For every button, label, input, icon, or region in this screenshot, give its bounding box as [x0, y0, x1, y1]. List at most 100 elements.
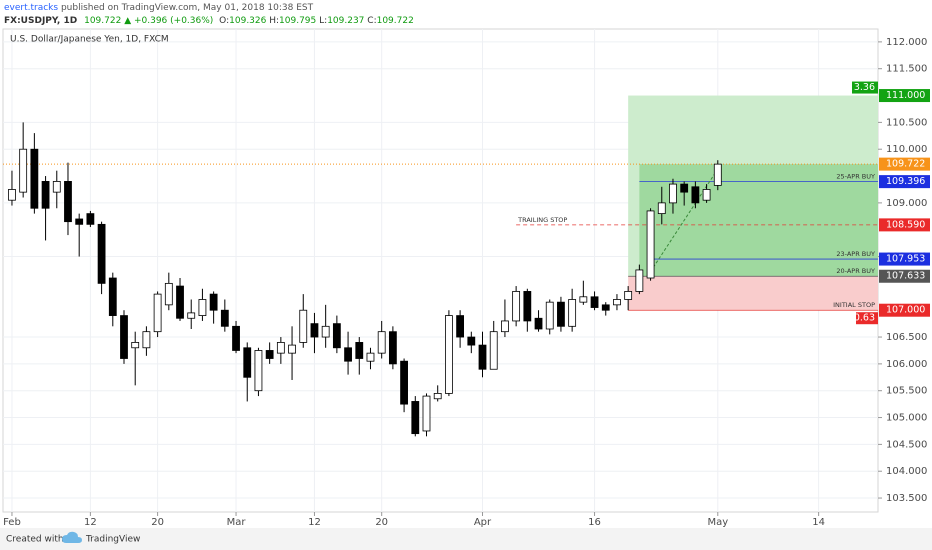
candle-body: [657, 202, 666, 215]
candle-body: [624, 291, 633, 300]
candle-body: [64, 181, 72, 223]
candle-body: [590, 296, 599, 308]
level-label: TRAILING STOP: [517, 216, 567, 224]
candle-body: [97, 223, 106, 284]
candle-body: [646, 210, 655, 279]
y-tick-label: 110.500: [886, 117, 927, 128]
candle-body: [702, 189, 711, 201]
y-tick-label: 103.500: [886, 493, 927, 504]
candle-body: [456, 315, 465, 338]
y-tick-label: 106.500: [886, 332, 927, 343]
plot: 3.36 0.63 25-APR BUY TRAILING STOP 23-APR BU…: [3, 29, 882, 516]
candle-body: [355, 342, 364, 359]
risk-badge: 0.63: [854, 313, 875, 324]
candle-body: [142, 331, 151, 349]
candle-body: [344, 347, 352, 362]
candle-body: [299, 309, 308, 343]
candle-body: [680, 183, 689, 193]
candle-body: [568, 299, 577, 327]
candle-body: [75, 218, 84, 225]
candle-body: [467, 336, 476, 346]
price-badge-label: 107.953: [886, 254, 925, 265]
price-badge: [879, 218, 930, 232]
candle-body: [411, 401, 420, 435]
candle-body: [366, 352, 375, 362]
candle-body: [534, 317, 543, 330]
footer-created: Created with: [6, 535, 64, 545]
x-tick-label: 12: [84, 517, 97, 528]
level-label: INITIAL STOP: [833, 301, 875, 309]
price-badge: [879, 89, 930, 103]
ohlc-value: 109.326: [229, 16, 266, 26]
level-label: 23-APR BUY: [836, 250, 875, 258]
x-tick-label: Feb: [3, 517, 21, 528]
footer-bar: [0, 528, 932, 550]
y-tick-label: 105.500: [886, 386, 927, 397]
candle-body: [187, 312, 196, 319]
candle-body: [19, 148, 28, 193]
risk-zone: [628, 276, 878, 311]
change: ▲ +0.396 (+0.36%): [124, 16, 213, 26]
candle-body: [209, 293, 218, 311]
header-line-1: evert.tracks published on TradingView.co…: [4, 3, 314, 13]
price-badge: [879, 175, 930, 189]
price-badge-label: 107.633: [886, 271, 925, 282]
candle-body: [243, 347, 252, 378]
candle-body: [501, 320, 509, 333]
candle-body: [108, 277, 117, 316]
price-badge: [879, 252, 930, 266]
reward-badge: 3.36: [854, 82, 875, 93]
author[interactable]: evert.tracks: [4, 3, 58, 13]
candle-body: [310, 323, 319, 338]
candle-body: [579, 296, 588, 303]
candle-body: [332, 323, 341, 349]
candle-body: [176, 285, 184, 319]
price-badge-label: 107.000: [886, 305, 925, 316]
footer-brand[interactable]: TradingView: [85, 535, 140, 545]
y-tick-label: 110.000: [886, 144, 927, 155]
x-tick-label: Apr: [474, 517, 492, 528]
tv-logo: [62, 531, 82, 543]
ohlc-label: O:: [219, 16, 229, 26]
y-tick-label: 105.000: [886, 413, 927, 424]
y-tick-label: 104.000: [886, 466, 927, 477]
ohlc-label: L:: [319, 16, 327, 26]
candle-body: [120, 315, 128, 359]
candle-body: [377, 331, 386, 354]
candle-body: [388, 331, 397, 365]
y-tick-label: 104.500: [886, 439, 927, 450]
candle-body: [512, 291, 521, 322]
x-tick-label: 20: [375, 517, 388, 528]
candle-body: [478, 344, 487, 370]
candle-body: [276, 342, 285, 354]
candle-body: [523, 291, 532, 322]
candle-body: [691, 186, 700, 204]
y-tick-label: 111.500: [886, 64, 927, 75]
candle-body: [400, 360, 408, 405]
y-tick-label: 109.000: [886, 198, 927, 209]
candle-body: [669, 183, 677, 204]
reward-filled: [639, 164, 878, 277]
header-line-2: FX:USDJPY, 1D 109.722 ▲ +0.396 (+0.36%) …: [4, 16, 414, 26]
candle-body: [433, 392, 442, 400]
risk-badge-bg: [856, 312, 878, 325]
candle-body: [489, 331, 498, 370]
candle-body: [613, 299, 621, 306]
candle-body: [41, 181, 50, 209]
y-tick-label: 106.000: [886, 359, 927, 370]
published: published on TradingView.com, May 01, 20…: [61, 3, 314, 13]
reward-badge-bg: [852, 81, 878, 94]
ohlc-label: H:: [269, 16, 279, 26]
x-tick-label: May: [707, 517, 728, 528]
y-tick-label: 112.000: [886, 37, 927, 48]
x-tick-label: 16: [588, 517, 601, 528]
candle-body: [232, 325, 240, 351]
candle-body: [220, 309, 229, 327]
candle-body: [265, 350, 274, 359]
symbol: FX:USDJPY, 1D: [4, 16, 77, 26]
candle-body: [8, 189, 16, 201]
candle-body: [153, 293, 162, 333]
level-label: 25-APR BUY: [836, 173, 875, 181]
candle-body: [321, 325, 330, 338]
